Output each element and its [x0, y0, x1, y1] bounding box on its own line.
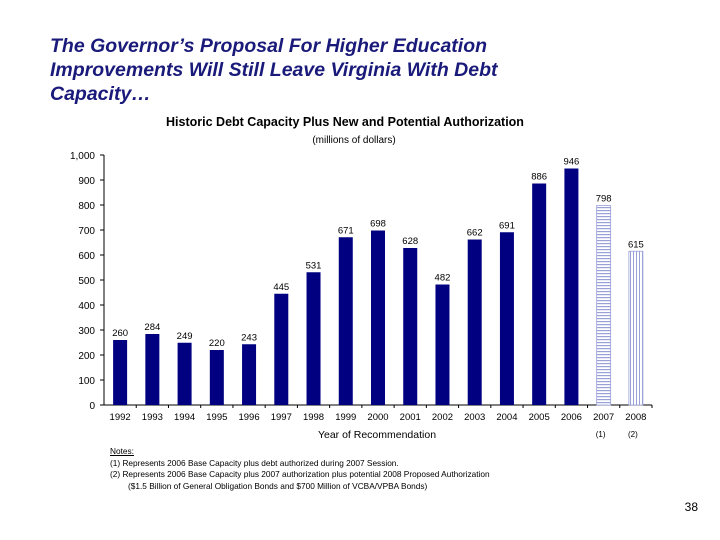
bar-2008 — [628, 250, 644, 406]
y-tick-label: 0 — [89, 401, 95, 412]
value-label-1995: 220 — [209, 338, 225, 349]
footnote-mark-2008: (2) — [628, 430, 638, 439]
x-tick-label-1997: 1997 — [271, 412, 292, 423]
notes-heading: Notes: — [110, 446, 134, 456]
chart-subtitle: (millions of dollars) — [312, 135, 395, 146]
y-tick-label: 200 — [78, 351, 95, 362]
value-label-2002: 482 — [435, 273, 451, 284]
bar-2003 — [467, 239, 482, 405]
bar-1994 — [177, 342, 192, 405]
value-label-1993: 284 — [144, 322, 160, 333]
value-label-1999: 671 — [338, 225, 354, 236]
value-label-2001: 628 — [402, 236, 418, 247]
x-tick-label-2008: 2008 — [625, 412, 646, 423]
y-tick-label: 1,000 — [70, 151, 95, 162]
bar-2007 — [596, 205, 612, 406]
bar-1992 — [113, 340, 128, 405]
x-tick-label-2001: 2001 — [400, 412, 421, 423]
y-tick-label: 100 — [78, 376, 95, 387]
note-1: (1) Represents 2006 Base Capacity plus d… — [110, 457, 399, 468]
x-tick-label-2003: 2003 — [464, 412, 485, 423]
bar-1997 — [274, 293, 289, 405]
page-number: 38 — [684, 500, 698, 514]
slide-title: The Governor’s Proposal For Higher Educa… — [50, 34, 650, 106]
chart-title: Historic Debt Capacity Plus New and Pote… — [166, 115, 524, 129]
x-tick-label-1993: 1993 — [142, 412, 163, 423]
value-label-1992: 260 — [112, 328, 128, 339]
x-tick-label-2005: 2005 — [529, 412, 550, 423]
note-2-continued: ($1.5 Billion of General Obligation Bond… — [128, 480, 428, 491]
bar-1998 — [306, 272, 321, 405]
title-line-2: Improvements Will Still Leave Virginia W… — [50, 59, 498, 81]
value-label-1996: 243 — [241, 332, 257, 343]
bar-1993 — [145, 334, 160, 405]
value-label-2008: 615 — [628, 239, 644, 250]
bar-2001 — [403, 248, 418, 405]
y-tick-label: 500 — [78, 276, 95, 287]
value-label-1998: 531 — [306, 260, 322, 271]
y-tick-label: 900 — [78, 176, 95, 187]
x-tick-label-2007: 2007 — [593, 412, 614, 423]
title-line-1: The Governor’s Proposal For Higher Educa… — [50, 35, 488, 57]
y-tick-label: 400 — [78, 301, 95, 312]
value-label-2006: 946 — [563, 157, 579, 168]
footnote-mark-2007: (1) — [596, 430, 606, 439]
bar-1996 — [242, 344, 257, 405]
bar-2004 — [499, 232, 514, 405]
bar-2005 — [532, 183, 547, 405]
chart-notes: Notes: (1) Represents 2006 Base Capacity… — [110, 446, 490, 492]
bar-1999 — [338, 237, 353, 405]
value-label-2004: 691 — [499, 220, 515, 231]
value-label-2007: 798 — [596, 194, 612, 205]
value-label-2000: 698 — [370, 219, 386, 230]
x-tick-label-1999: 1999 — [335, 412, 356, 423]
value-label-1994: 249 — [177, 331, 193, 342]
x-tick-label-2000: 2000 — [367, 412, 388, 423]
bar-1995 — [209, 350, 224, 405]
x-tick-label-1994: 1994 — [174, 412, 195, 423]
x-tick-label-1992: 1992 — [110, 412, 131, 423]
y-tick-label: 300 — [78, 326, 95, 337]
x-tick-label-2006: 2006 — [561, 412, 582, 423]
y-tick-label: 600 — [78, 251, 95, 262]
bar-2002 — [435, 284, 450, 405]
y-tick-label: 700 — [78, 226, 95, 237]
x-tick-label-2004: 2004 — [496, 412, 517, 423]
x-tick-label-1998: 1998 — [303, 412, 324, 423]
value-label-2003: 662 — [467, 228, 483, 239]
x-axis-label: Year of Recommendation — [318, 429, 436, 441]
bar-2000 — [371, 230, 385, 405]
title-line-3: Capacity… — [50, 83, 151, 105]
x-tick-label-2002: 2002 — [432, 412, 453, 423]
bar-2006 — [564, 168, 579, 405]
x-tick-label-1996: 1996 — [238, 412, 259, 423]
x-tick-label-1995: 1995 — [206, 412, 227, 423]
y-tick-label: 800 — [78, 201, 95, 212]
note-2: (2) Represents 2006 Base Capacity plus 2… — [110, 469, 490, 480]
value-label-1997: 445 — [273, 282, 289, 293]
value-label-2005: 886 — [531, 172, 547, 183]
